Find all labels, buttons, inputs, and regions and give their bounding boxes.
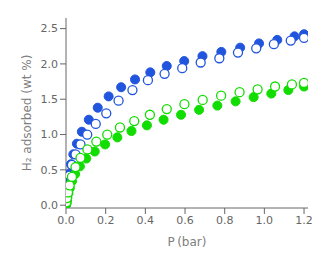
svg-text:1.2: 1.2 [295, 214, 313, 227]
svg-text:P (bar): P (bar) [168, 235, 207, 249]
svg-text:2.5: 2.5 [41, 22, 59, 35]
svg-text:0.0: 0.0 [41, 199, 59, 212]
svg-text:0.2: 0.2 [97, 214, 115, 227]
svg-text:0.0: 0.0 [57, 214, 75, 227]
svg-text:2.0: 2.0 [41, 58, 59, 71]
svg-text:1.5: 1.5 [41, 93, 59, 106]
svg-text:1.0: 1.0 [256, 214, 274, 227]
svg-text:1.0: 1.0 [41, 128, 59, 141]
svg-text:0.5: 0.5 [41, 164, 59, 177]
svg-text:0.4: 0.4 [137, 214, 155, 227]
svg-text:0.8: 0.8 [216, 214, 234, 227]
svg-text:0.6: 0.6 [176, 214, 194, 227]
svg-text:H₂ adsorbed (wt %): H₂ adsorbed (wt %) [20, 55, 34, 172]
